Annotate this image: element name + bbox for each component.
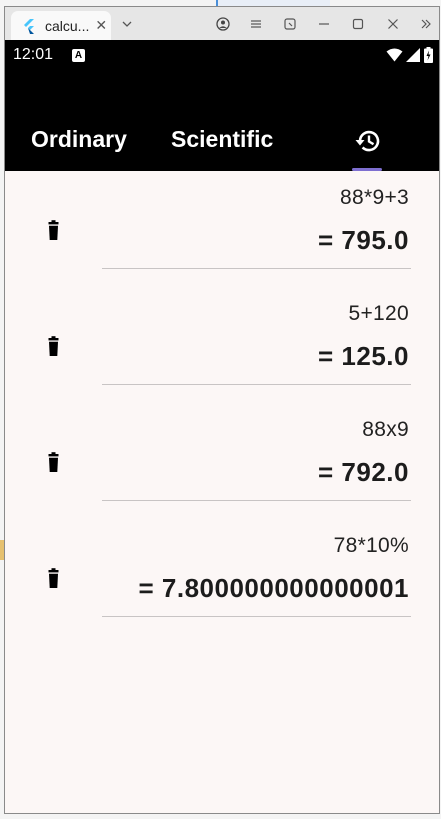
- status-time: 12:01: [13, 46, 54, 63]
- screen-share-icon[interactable]: [279, 13, 301, 35]
- history-result: = 795.0: [318, 225, 409, 255]
- android-status-bar: 12:01 A: [5, 40, 439, 70]
- tab-close-button[interactable]: ✕: [95, 17, 108, 33]
- browser-tab[interactable]: calcu... ✕: [11, 11, 111, 40]
- tab-scientific[interactable]: Scientific: [171, 126, 274, 152]
- trash-icon[interactable]: [41, 334, 67, 360]
- close-icon[interactable]: [382, 13, 404, 35]
- divider: [102, 500, 411, 501]
- history-icon[interactable]: [354, 126, 384, 156]
- app-tab-bar: Ordinary Scientific: [5, 70, 439, 171]
- trash-icon[interactable]: [41, 450, 67, 476]
- minimize-icon[interactable]: [313, 13, 335, 35]
- history-result: = 792.0: [318, 457, 409, 487]
- chevron-down-icon[interactable]: [116, 13, 138, 35]
- emulator-window: calcu... ✕ 12:01 A: [4, 6, 440, 814]
- history-result: = 7.800000000000001: [138, 573, 409, 603]
- background-fragment: [0, 540, 4, 560]
- profile-icon[interactable]: [212, 13, 234, 35]
- battery-icon: [424, 47, 433, 63]
- history-item: 88*9+3 = 795.0: [5, 171, 439, 287]
- notification-a-icon: A: [72, 49, 85, 62]
- divider: [102, 616, 411, 617]
- history-item: 5+120 = 125.0: [5, 287, 439, 403]
- trash-icon[interactable]: [41, 218, 67, 244]
- system-icons: [386, 47, 433, 63]
- history-result: = 125.0: [318, 341, 409, 371]
- double-chevron-right-icon[interactable]: [415, 13, 437, 35]
- signal-icon: [406, 48, 420, 62]
- background-window-fragment: [216, 0, 330, 6]
- history-expression: 78*10%: [333, 534, 409, 557]
- history-list: 88*9+3 = 795.0 5+120 = 125.0 88x9 = 792.…: [5, 171, 439, 635]
- divider: [102, 268, 411, 269]
- trash-icon[interactable]: [41, 566, 67, 592]
- divider: [102, 384, 411, 385]
- tab-ordinary[interactable]: Ordinary: [31, 126, 127, 152]
- window-titlebar: calcu... ✕: [5, 7, 439, 40]
- maximize-icon[interactable]: [347, 13, 369, 35]
- tab-indicator: [352, 168, 382, 171]
- history-item: 88x9 = 792.0: [5, 403, 439, 519]
- wifi-icon: [386, 48, 403, 62]
- history-item: 78*10% = 7.800000000000001: [5, 519, 439, 635]
- history-expression: 88x9: [362, 418, 409, 441]
- menu-icon[interactable]: [245, 13, 267, 35]
- tab-title: calcu...: [45, 17, 90, 34]
- history-expression: 88*9+3: [340, 186, 409, 209]
- flutter-icon: [24, 18, 34, 34]
- history-expression: 5+120: [348, 302, 409, 325]
